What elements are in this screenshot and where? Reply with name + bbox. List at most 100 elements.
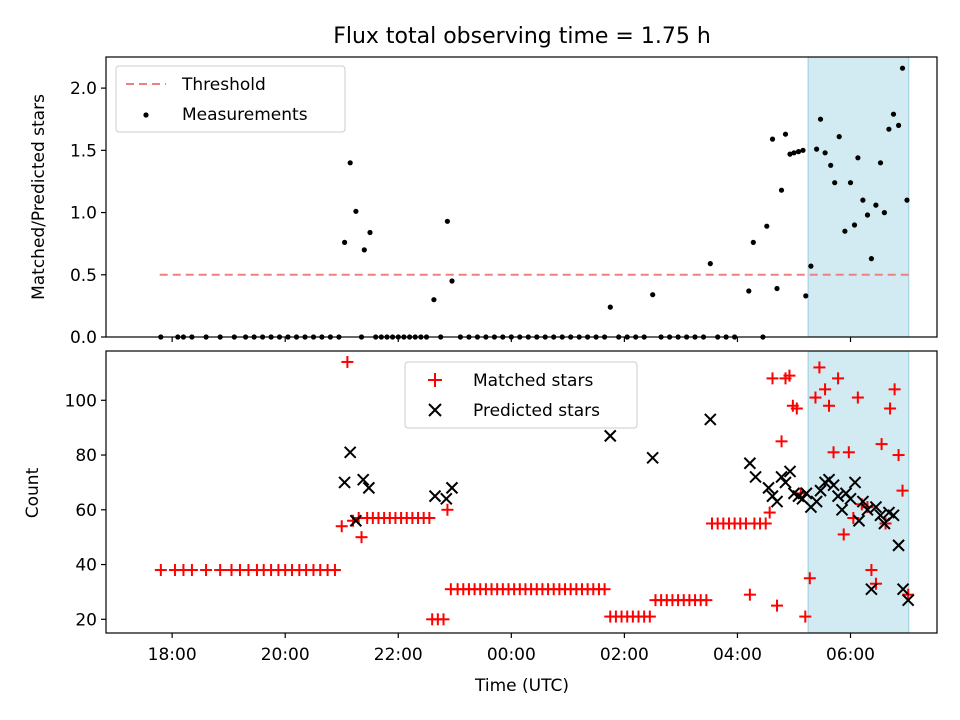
measurement-point bbox=[764, 223, 770, 229]
matched-star-point bbox=[771, 599, 784, 612]
predicted-star-point bbox=[848, 476, 862, 489]
predicted-star-point bbox=[861, 503, 874, 517]
predicted-star-point bbox=[827, 478, 840, 492]
matched-star-point bbox=[842, 446, 855, 459]
x-axis-label: Time (UTC) bbox=[474, 676, 569, 696]
matched-star-point bbox=[827, 446, 840, 459]
predicted-star-point bbox=[762, 481, 775, 495]
matched-star-point bbox=[851, 391, 864, 404]
predicted-star-point bbox=[770, 495, 784, 508]
matched-star-point bbox=[743, 588, 756, 601]
matched-star-point bbox=[803, 572, 816, 585]
predicted-star-point bbox=[779, 476, 792, 489]
matched-star-point bbox=[441, 503, 454, 516]
measurement-point bbox=[774, 285, 780, 292]
measurement-point bbox=[795, 149, 802, 155]
measurement-point bbox=[342, 239, 348, 245]
legend-predicted-swatch bbox=[428, 403, 442, 417]
matched-star-point bbox=[763, 506, 776, 519]
measurement-point bbox=[769, 136, 776, 142]
legend-matched-label: Matched stars bbox=[473, 371, 593, 391]
y-tick-label: 0.5 bbox=[70, 266, 97, 286]
matched-star-point bbox=[335, 520, 348, 533]
predicted-star-point bbox=[344, 446, 357, 459]
predicted-star-point bbox=[749, 470, 762, 484]
measurement-point bbox=[431, 297, 437, 303]
matched-star-point bbox=[865, 564, 878, 577]
predicted-star-point bbox=[869, 500, 883, 514]
measurement-point bbox=[904, 197, 910, 203]
matched-star-point bbox=[154, 564, 167, 577]
matched-star-point bbox=[598, 583, 611, 596]
legend-measurements-swatch bbox=[143, 112, 149, 118]
bottom-axes-frame bbox=[105, 350, 938, 634]
predicted-star-point bbox=[704, 413, 717, 426]
matched-star-point bbox=[437, 613, 450, 626]
predicted-star-point bbox=[814, 484, 827, 497]
y-tick-label: 1.0 bbox=[70, 204, 97, 224]
bottom-panel: 20 40 60 80 100 18:00 20:00 22:00 00:00 02:00 04:… bbox=[23, 350, 938, 696]
bottom-y-ticks: 20 40 60 80 100 bbox=[65, 391, 106, 630]
x-tick-label: 20:00 bbox=[261, 645, 310, 665]
x-tick-label: 18:00 bbox=[148, 645, 197, 665]
measurement-point bbox=[707, 261, 713, 267]
top-axes-frame bbox=[105, 56, 938, 338]
legend-measurements-label: Measurements bbox=[182, 105, 308, 125]
top-legend-box bbox=[115, 65, 346, 133]
bottom-legend-box bbox=[404, 361, 638, 429]
matched-star-point bbox=[328, 564, 341, 577]
y-tick-label: 40 bbox=[75, 556, 97, 576]
measurement-point bbox=[750, 239, 756, 245]
matched-star-point bbox=[700, 594, 713, 607]
matched-star-point bbox=[884, 402, 897, 415]
x-tick-label: 00:00 bbox=[487, 645, 536, 665]
measurement-point bbox=[836, 134, 842, 140]
predicted-star-point bbox=[338, 476, 351, 489]
matched-star-point bbox=[823, 399, 836, 412]
x-tick-label: 06:00 bbox=[826, 645, 875, 665]
measurement-point bbox=[877, 160, 884, 166]
predicted-star-point bbox=[835, 503, 849, 517]
predicted-star-point bbox=[810, 495, 823, 508]
y-tick-label: 100 bbox=[65, 391, 97, 411]
matched-star-point bbox=[790, 402, 803, 415]
measurement-point bbox=[814, 146, 820, 152]
matched-star-point bbox=[832, 372, 845, 385]
measurement-point bbox=[851, 222, 858, 228]
predicted-star-point bbox=[874, 509, 887, 522]
predicted-star-point bbox=[646, 451, 659, 464]
predicted-stars-series bbox=[338, 413, 915, 607]
predicted-star-point bbox=[783, 465, 797, 478]
matched-star-point bbox=[892, 449, 905, 462]
measurement-point bbox=[899, 65, 906, 71]
matched-star-point bbox=[896, 484, 909, 497]
matched-star-point bbox=[837, 528, 850, 541]
predicted-star-point bbox=[428, 489, 442, 503]
x-tick-label: 02:00 bbox=[600, 645, 649, 665]
predicted-star-point bbox=[856, 495, 870, 508]
bottom-legend: Matched stars Predicted stars bbox=[404, 361, 638, 429]
top-highlight-span bbox=[807, 56, 910, 338]
top-y-axis-label: Matched/Predicted stars bbox=[29, 94, 49, 300]
predicted-star-point bbox=[445, 481, 459, 495]
measurement-point bbox=[650, 292, 656, 298]
predicted-star-point bbox=[349, 514, 363, 527]
predicted-star-point bbox=[892, 539, 905, 552]
predicted-star-point bbox=[901, 593, 915, 607]
measurement-point bbox=[782, 131, 789, 137]
measurement-point bbox=[347, 160, 353, 166]
predicted-star-point bbox=[357, 473, 370, 486]
measurement-point bbox=[873, 202, 879, 208]
matched-star-point bbox=[799, 610, 812, 623]
measurement-point bbox=[868, 256, 875, 262]
predicted-star-point bbox=[865, 582, 878, 596]
measurement-point bbox=[449, 278, 455, 284]
x-tick-label: 04:00 bbox=[713, 645, 762, 665]
x-tick-label: 22:00 bbox=[374, 645, 423, 665]
y-tick-label: 2.0 bbox=[70, 79, 97, 99]
measurement-point bbox=[361, 247, 367, 253]
predicted-star-point bbox=[800, 487, 813, 500]
legend-predicted-label: Predicted stars bbox=[473, 401, 600, 421]
matched-star-point bbox=[875, 438, 888, 451]
